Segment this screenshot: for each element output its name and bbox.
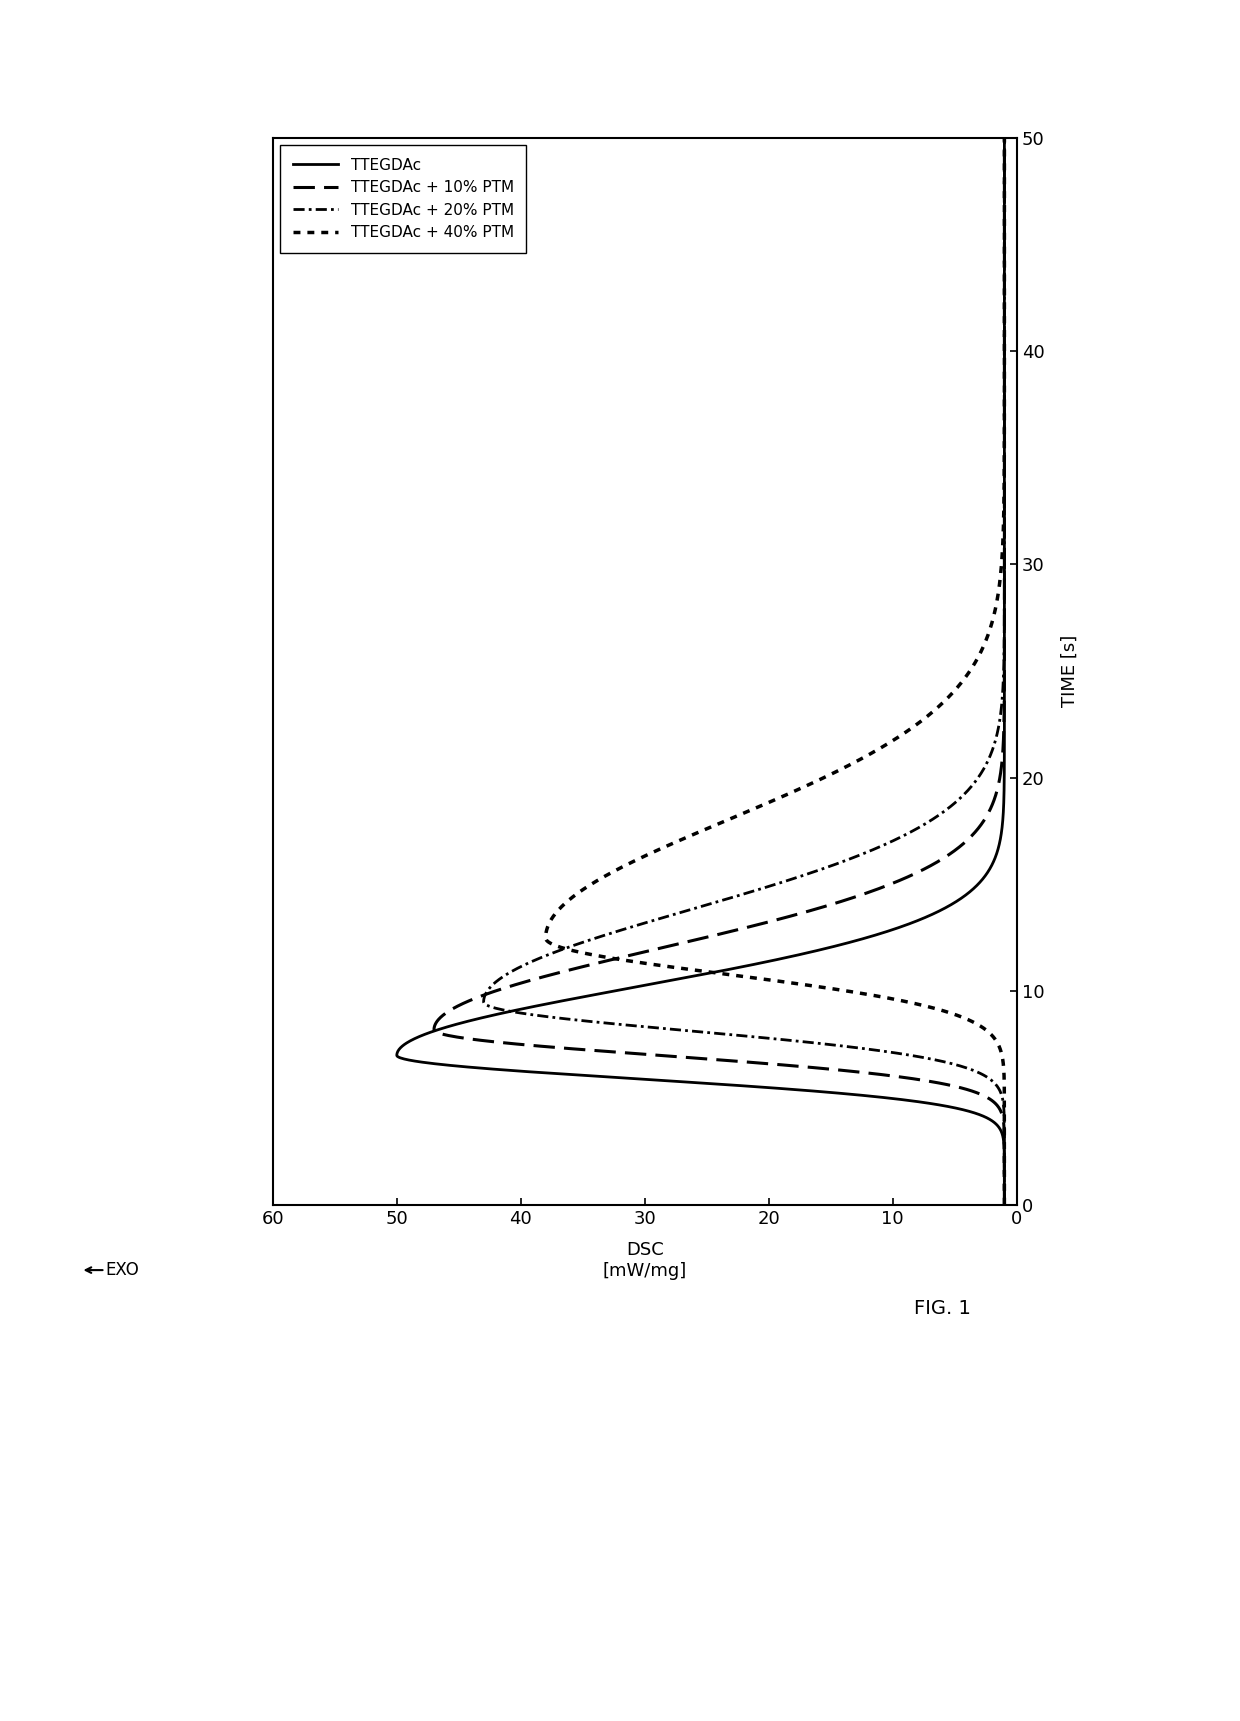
Y-axis label: TIME [s]: TIME [s] xyxy=(1061,635,1079,707)
Text: FIG. 1: FIG. 1 xyxy=(914,1299,971,1318)
Legend: TTEGDAc, TTEGDAc + 10% PTM, TTEGDAc + 20% PTM, TTEGDAc + 40% PTM: TTEGDAc, TTEGDAc + 10% PTM, TTEGDAc + 20… xyxy=(280,145,526,253)
X-axis label: DSC
[mW/mg]: DSC [mW/mg] xyxy=(603,1241,687,1280)
Text: EXO: EXO xyxy=(105,1261,139,1279)
